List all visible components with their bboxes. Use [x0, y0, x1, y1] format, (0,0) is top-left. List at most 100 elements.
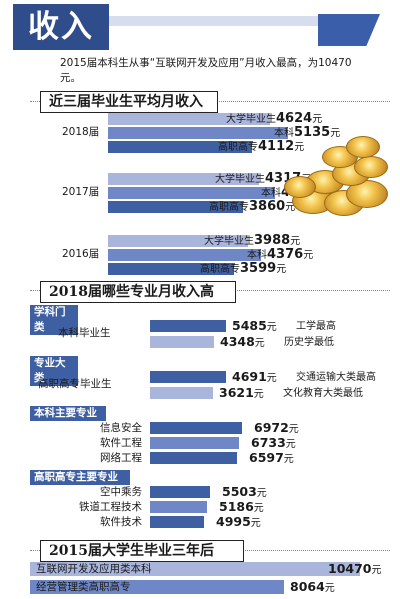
value-unit: 元 [285, 202, 296, 213]
year-label: 2016届 [62, 248, 100, 260]
bar-mark [150, 320, 226, 332]
bar-mark [108, 249, 261, 261]
page-title: 收入 [13, 4, 109, 50]
value-number: 3988 [254, 233, 291, 248]
value-number: 3599 [240, 261, 277, 276]
bar-mark [30, 580, 284, 594]
row-label: 空中乘务 [100, 486, 142, 498]
value-number: 6597 [249, 450, 284, 465]
bar-value-label: 4691元 [232, 370, 277, 385]
row-label: 经营管理类高职高专 [36, 581, 131, 593]
row-group-label: 高职高专毕业生 [38, 378, 112, 390]
bar-mark [150, 371, 226, 383]
row-label: 网络工程 [100, 452, 142, 464]
row-group-label: 本科毕业生 [58, 327, 111, 339]
value-number: 5485 [232, 318, 267, 333]
value-series-label: 高职高专 [200, 264, 240, 275]
value-unit: 元 [288, 424, 299, 435]
bar-value-label: 大学毕业生4624元 [226, 112, 322, 126]
value-unit: 元 [371, 565, 382, 576]
section3-title: 2015届大学生毕业三年后 [40, 540, 244, 562]
value-unit: 元 [253, 503, 264, 514]
value-series-label: 本科 [274, 128, 294, 139]
value-series-label: 本科 [261, 188, 281, 199]
value-number: 5186 [219, 499, 254, 514]
bar-value-label: 3621元 [219, 386, 264, 401]
bar-mark [150, 516, 204, 528]
value-unit: 元 [256, 488, 267, 499]
value-number: 8064 [290, 579, 325, 594]
year-label: 2018届 [62, 126, 100, 138]
intro-text: 2015届本科生从事“互联网开发及应用”月收入最高，为10470元。 [60, 57, 352, 84]
bar-value-label: 6972元 [254, 421, 299, 436]
bar-mark [108, 127, 288, 139]
value-number: 6733 [251, 435, 286, 450]
value-unit: 元 [303, 250, 314, 261]
bar-value-label: 6733元 [251, 436, 296, 451]
value-number: 3621 [219, 385, 254, 400]
bar-mark [108, 235, 248, 247]
bar-value-label: 5186元 [219, 500, 264, 515]
subsection-heading: 专业大类 [30, 356, 78, 386]
row-label: 软件工程 [100, 437, 142, 449]
value-number: 4376 [267, 247, 304, 262]
value-series-label: 高职高专 [209, 202, 249, 213]
header-flag-decoration [318, 14, 380, 46]
value-series-label: 大学毕业生 [215, 174, 265, 185]
value-unit: 元 [294, 142, 305, 153]
bar-note: 工学最高 [296, 321, 336, 332]
value-series-label: 本科 [247, 250, 267, 261]
bar-mark [150, 437, 239, 449]
value-number: 4112 [258, 139, 295, 154]
value-unit: 元 [290, 236, 301, 247]
value-number: 4995 [216, 514, 251, 529]
value-unit: 元 [324, 583, 335, 594]
bar-value-label: 大学毕业生3988元 [204, 234, 300, 248]
bar-mark [150, 452, 237, 464]
bar-mark [108, 173, 259, 185]
value-series-label: 高职高专 [218, 142, 258, 153]
value-series-label: 大学毕业生 [226, 114, 276, 125]
gold-coins-icon [282, 130, 390, 222]
value-series-label: 大学毕业生 [204, 236, 254, 247]
section1-title: 近三届毕业生平均月收入 [40, 91, 218, 113]
value-number: 4624 [276, 111, 313, 126]
bar-value-label: 5503元 [222, 485, 267, 500]
value-number: 3860 [249, 199, 286, 214]
value-unit: 元 [266, 373, 277, 384]
bar-value-label: 高职高专3860元 [209, 200, 295, 214]
row-label: 互联网开发及应用类本科 [36, 563, 152, 575]
value-number: 4691 [232, 369, 267, 384]
bar-value-label: 10470元 [328, 562, 382, 577]
subsection-heading: 高职高专主要专业 [30, 470, 130, 485]
header-band [109, 16, 374, 26]
value-unit: 元 [266, 322, 277, 333]
bar-mark [150, 336, 214, 348]
value-unit: 元 [285, 439, 296, 450]
bar-value-label: 6597元 [249, 451, 294, 466]
bar-note: 交通运输大类最高 [296, 372, 376, 383]
value-number: 6972 [254, 420, 289, 435]
bar-mark [150, 486, 210, 498]
bar-value-label: 8064元 [290, 580, 335, 595]
bar-value-label: 4995元 [216, 515, 261, 530]
bar-mark [108, 113, 270, 125]
bar-note: 历史学最低 [284, 337, 334, 348]
bar-mark [150, 422, 242, 434]
bar-mark [108, 187, 275, 199]
bar-value-label: 高职高专3599元 [200, 262, 286, 276]
bar-value-label: 4348元 [220, 335, 265, 350]
row-label: 软件技术 [100, 516, 142, 528]
bar-mark [108, 201, 243, 213]
bar-value-label: 5485元 [232, 319, 277, 334]
bar-mark [108, 141, 252, 153]
subsection-heading: 学科门类 [30, 305, 78, 335]
subsection-heading: 本科主要专业 [30, 406, 106, 421]
value-unit: 元 [253, 389, 264, 400]
value-number: 5135 [294, 125, 331, 140]
bar-note: 文化教育大类最低 [283, 388, 363, 399]
value-unit: 元 [250, 518, 261, 529]
row-label: 铁道工程技术 [79, 501, 142, 513]
value-unit: 元 [312, 114, 323, 125]
bar-value-label: 本科5135元 [274, 126, 340, 140]
